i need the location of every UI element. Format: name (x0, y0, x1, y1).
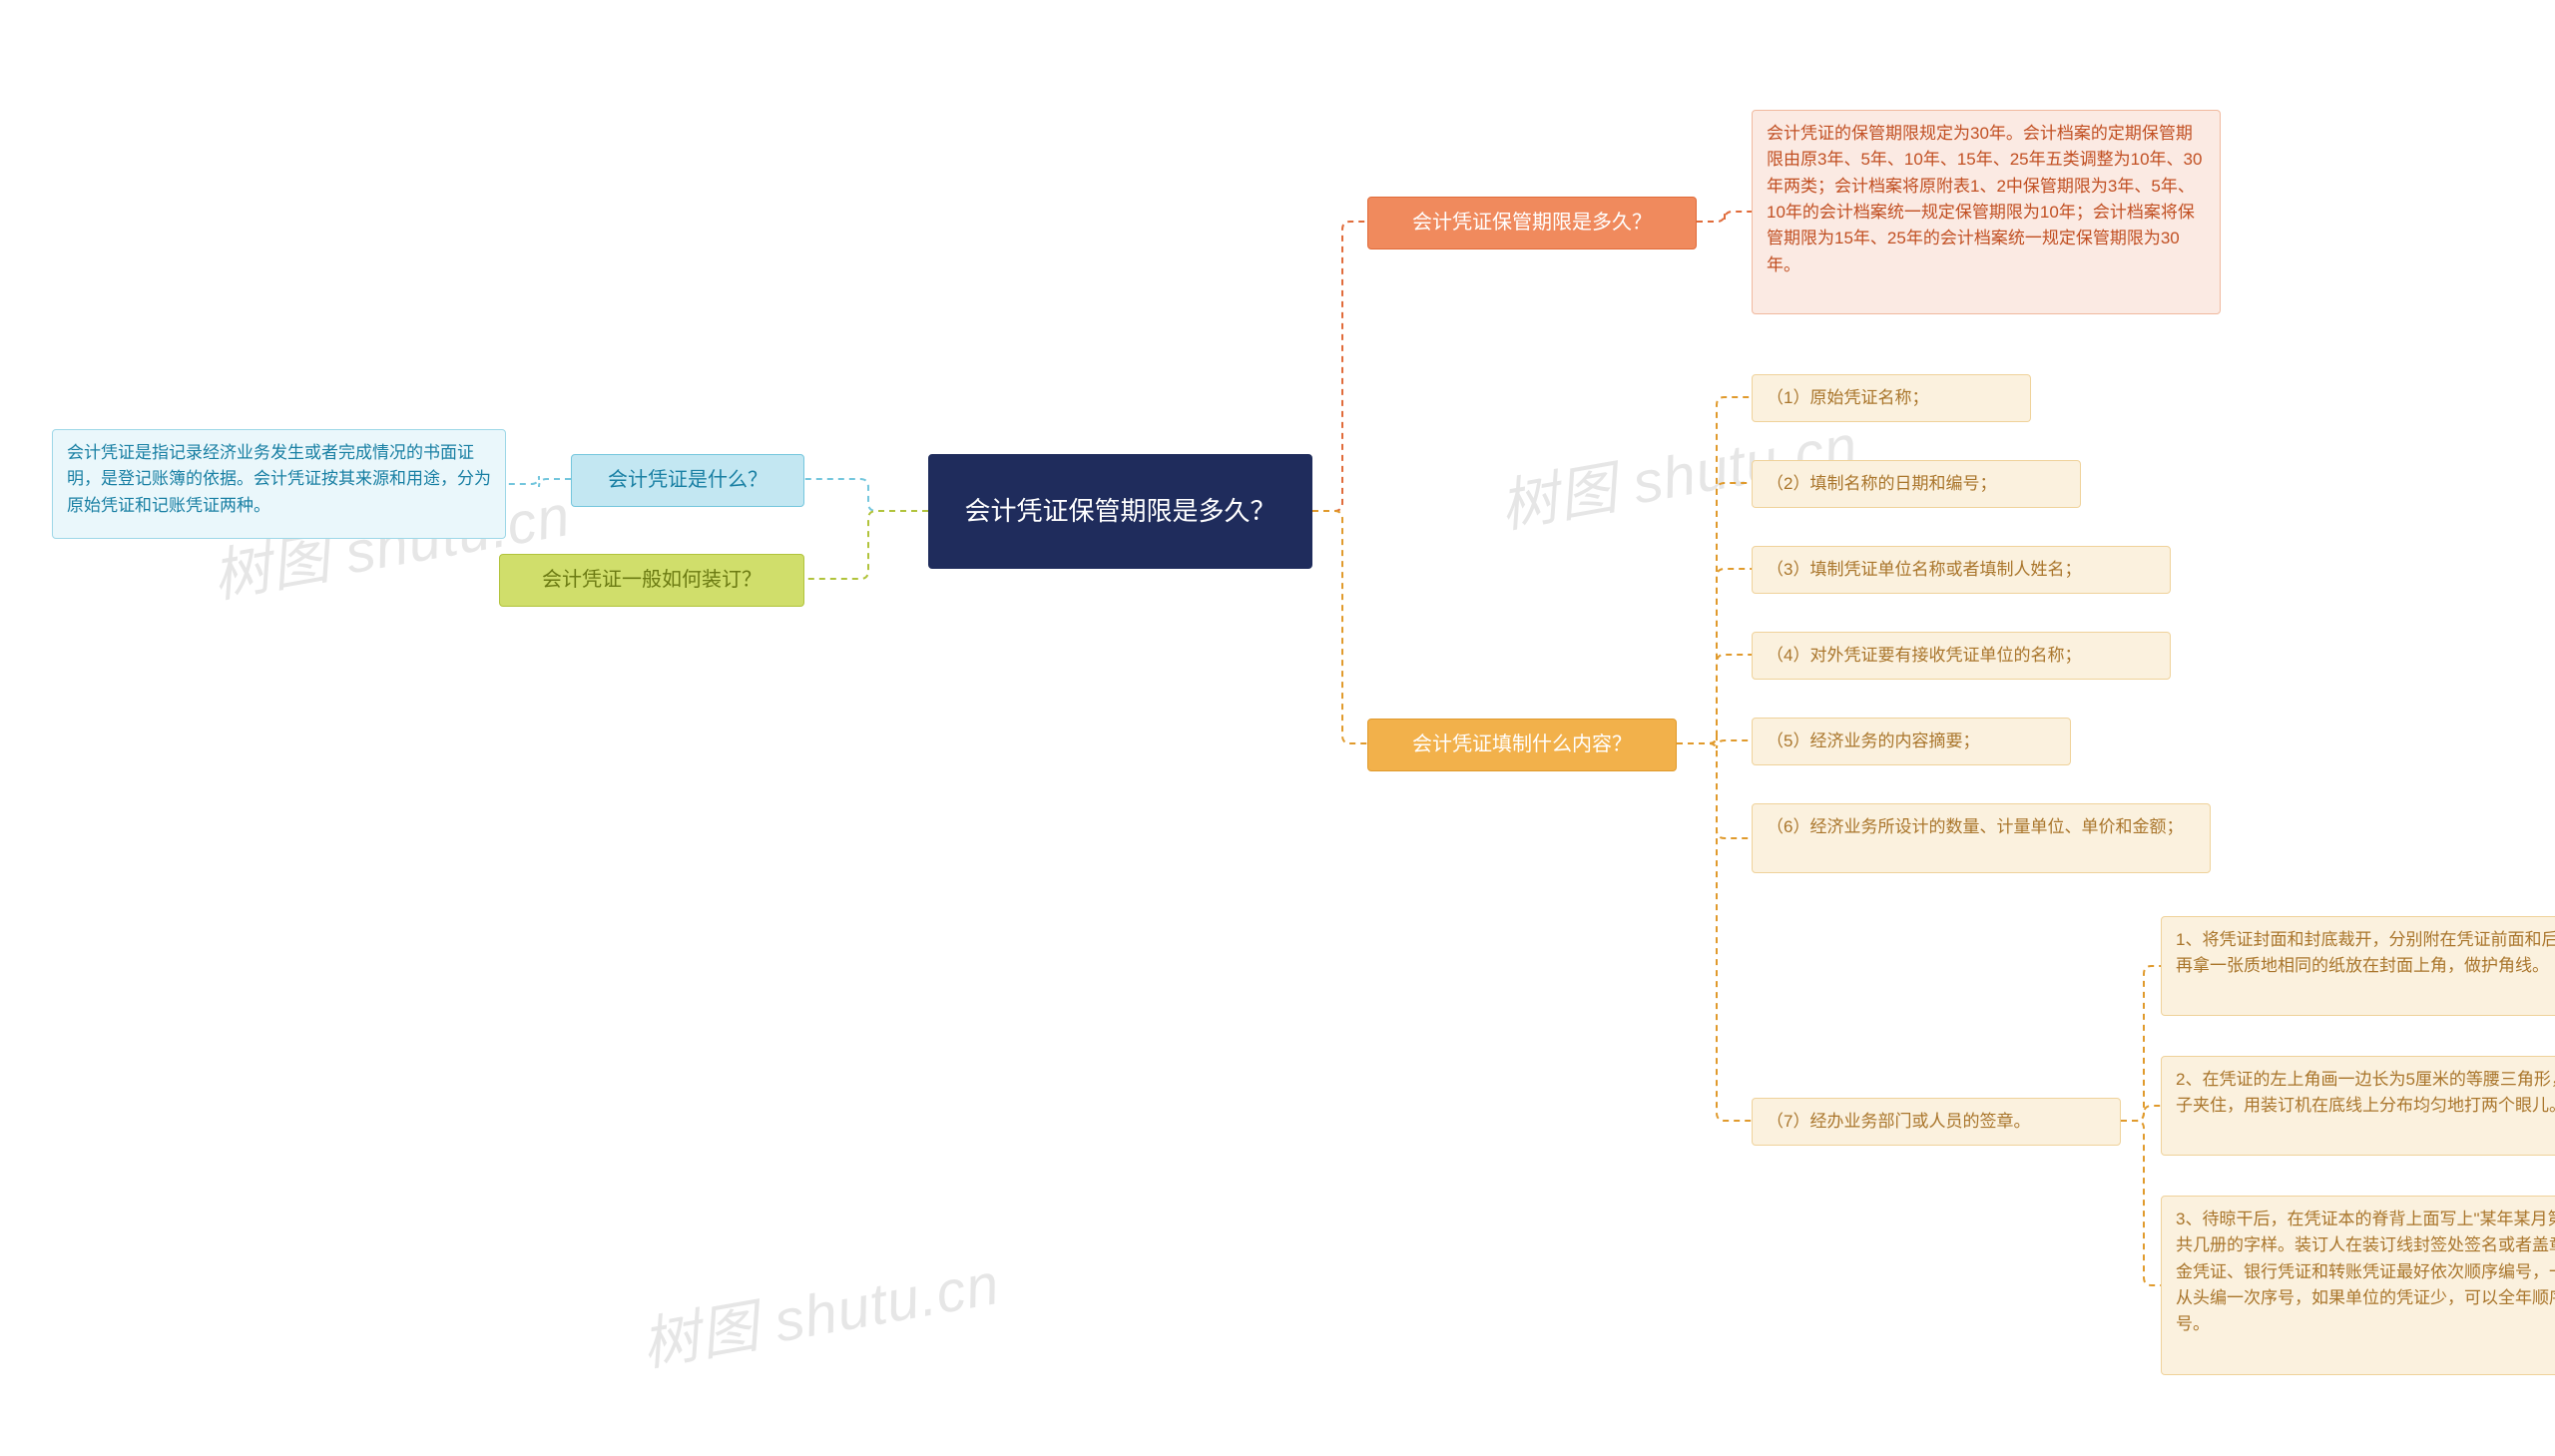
mindmap-node-c1: （1）原始凭证名称； (1752, 374, 2031, 422)
mindmap-node-c4: （4）对外凭证要有接收凭证单位的名称； (1752, 632, 2171, 680)
connector (1677, 743, 1752, 838)
mindmap-node-c2: （2）填制名称的日期和编号； (1752, 460, 2081, 508)
mindmap-node-c7: （7）经办业务部门或人员的签章。 (1752, 1098, 2121, 1146)
mindmap-node-n1: 会计凭证是什么？ (571, 454, 804, 507)
connector (1677, 483, 1752, 743)
connector (1312, 511, 1367, 743)
connector (506, 476, 571, 487)
mindmap-node-c5: （5）经济业务的内容摘要； (1752, 718, 2071, 765)
mindmap-node-n1a: 会计凭证是指记录经济业务发生或者完成情况的书面证明，是登记账簿的依据。会计凭证按… (52, 429, 506, 539)
mindmap-node-n4: 会计凭证填制什么内容？ (1367, 719, 1677, 771)
mindmap-root: 会计凭证保管期限是多久？ (928, 454, 1312, 569)
connector (804, 479, 928, 511)
mindmap-node-n3: 会计凭证保管期限是多久？ (1367, 197, 1697, 249)
watermark: 树图 shutu.cn (634, 1236, 1004, 1382)
mindmap-node-d2: 2、在凭证的左上角画一边长为5厘米的等腰三角形，用夹子夹住，用装订机在底线上分布… (2161, 1056, 2555, 1156)
connector (1697, 212, 1752, 222)
connector (1312, 222, 1367, 511)
connector (1677, 735, 1752, 748)
mindmap-node-d1: 1、将凭证封面和封底裁开，分别附在凭证前面和后面，再拿一张质地相同的纸放在封面上… (2161, 916, 2555, 1016)
connector (1677, 397, 1752, 743)
mindmap-node-d3: 3、待晾干后，在凭证本的脊背上面写上"某年某月第几册共几册的字样。装订人在装订线… (2161, 1196, 2555, 1375)
connector (2121, 1121, 2161, 1285)
mindmap-node-c3: （3）填制凭证单位名称或者填制人姓名； (1752, 546, 2171, 594)
mindmap-node-n2: 会计凭证一般如何装订？ (499, 554, 804, 607)
mindmap-node-c6: （6）经济业务所设计的数量、计量单位、单价和金额； (1752, 803, 2211, 873)
mindmap-node-n3a: 会计凭证的保管期限规定为30年。会计档案的定期保管期限由原3年、5年、10年、1… (1752, 110, 2221, 314)
connector (1677, 743, 1752, 1121)
connector (1677, 655, 1752, 743)
connector (1677, 569, 1752, 743)
connector (2121, 1106, 2161, 1121)
connector (2121, 966, 2161, 1121)
connector (804, 511, 928, 579)
